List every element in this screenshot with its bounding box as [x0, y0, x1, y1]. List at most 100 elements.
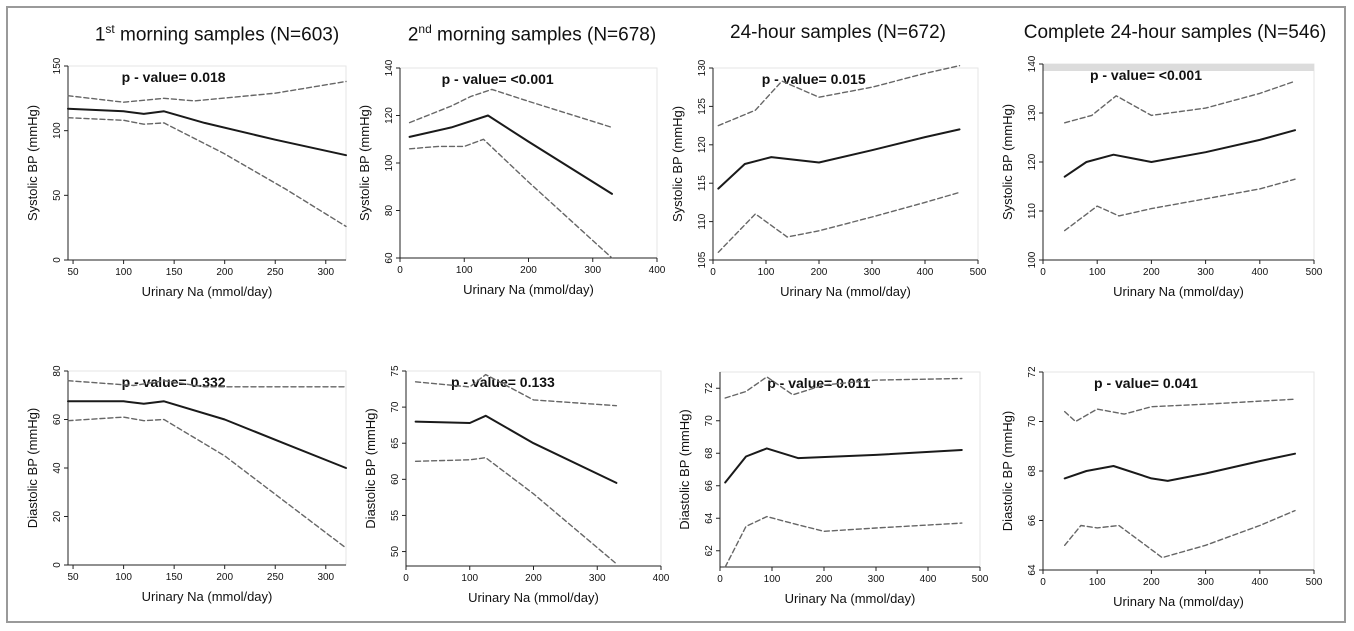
x-tick-label: 500	[972, 574, 989, 585]
estimate-line	[67, 107, 347, 157]
y-tick-label: 120	[697, 136, 708, 153]
upper-ci-line	[1064, 80, 1296, 124]
x-tick-label: 200	[1143, 577, 1160, 588]
x-tick-label: 300	[317, 572, 334, 583]
y-axis-label: Diastolic BP (mmHg)	[363, 408, 378, 528]
y-axis-label: Diastolic BP (mmHg)	[677, 409, 692, 529]
x-tick-label: 500	[1306, 267, 1323, 278]
y-tick-label: 110	[697, 213, 708, 229]
x-tick-label: 250	[267, 267, 284, 278]
panel-title-1st-morning: 1st morning samples (N=603)	[94, 22, 340, 46]
p-value-annotation: p - value= 0.133	[451, 374, 555, 390]
y-tick-label: 110	[1027, 203, 1038, 219]
x-axis-label: Urinary Na (mmol/day)	[1113, 284, 1244, 299]
p-value-annotation: p - value= 0.041	[1094, 375, 1198, 391]
plot-area	[67, 370, 347, 566]
y-tick-label: 0	[52, 562, 63, 568]
x-tick-label: 500	[970, 267, 987, 278]
upper-ci-line	[67, 80, 347, 103]
panel-title-complete-24-hour: Complete 24-hour samples (N=546)	[1023, 22, 1327, 43]
y-tick-label: 140	[1027, 55, 1038, 72]
plot-area	[399, 67, 658, 259]
y-tick-label: 40	[52, 462, 63, 474]
estimate-line	[414, 414, 618, 484]
y-tick-label: 105	[697, 251, 708, 268]
y-axis-label: Diastolic BP (mmHg)	[25, 408, 40, 528]
y-tick-label: 130	[1027, 104, 1038, 121]
x-tick-label: 0	[397, 265, 403, 276]
y-tick-label: 55	[390, 509, 401, 521]
x-tick-label: 0	[1040, 267, 1046, 278]
y-tick-label: 20	[52, 511, 63, 523]
y-tick-label: 150	[52, 57, 63, 74]
y-tick-label: 66	[704, 480, 715, 492]
x-tick-label: 300	[584, 265, 601, 276]
chart-panel-7: 0 100 200 300 400 500 62 64 66 68 70 72 Urinary Na (…	[677, 371, 989, 606]
x-tick-label: 100	[456, 265, 473, 276]
x-tick-label: 200	[816, 574, 833, 585]
upper-ci-line	[414, 373, 618, 407]
plot-area	[712, 67, 979, 261]
estimate-line	[717, 128, 961, 190]
header-shade	[1043, 64, 1314, 71]
upper-ci-line	[717, 65, 961, 127]
lower-ci-line	[1064, 178, 1296, 232]
x-tick-label: 400	[917, 267, 934, 278]
y-tick-label: 80	[52, 365, 63, 377]
x-tick-label: 200	[525, 573, 542, 584]
estimate-line	[67, 400, 347, 469]
x-tick-label: 300	[317, 267, 334, 278]
y-axis-label: Diastolic BP (mmHg)	[1000, 411, 1015, 531]
lower-ci-line	[67, 117, 347, 228]
y-tick-label: 75	[390, 365, 401, 377]
x-tick-label: 0	[717, 574, 723, 585]
chart-panel-5: 50 100 150 200 250 300 0 20 40 60 80 Urinary Na (mm…	[25, 365, 347, 604]
panel-title-24-hour: 24-hour samples (N=672)	[730, 22, 946, 43]
x-tick-label: 0	[710, 267, 716, 278]
x-axis-label: Urinary Na (mmol/day)	[142, 284, 273, 299]
x-tick-label: 200	[811, 267, 828, 278]
y-tick-label: 60	[52, 414, 63, 426]
figure-frame	[6, 6, 1346, 623]
chart-panel-2: 0 100 200 300 400 60 80 100 120 140 Urinary Na (mm…	[357, 59, 666, 297]
y-tick-label: 64	[704, 512, 715, 524]
lower-ci-line	[408, 138, 613, 259]
y-tick-label: 72	[1027, 366, 1038, 378]
x-axis-label: Urinary Na (mmol/day)	[463, 282, 594, 297]
panel-title-2nd-morning: 2nd morning samples (N=678)	[407, 22, 657, 46]
lower-ci-line	[724, 515, 963, 568]
chart-panel-1: 50 100 150 200 250 300 0 50 100 150 Urinary Na (mm…	[25, 57, 347, 299]
x-axis-label: Urinary Na (mmol/day)	[468, 590, 599, 605]
x-tick-label: 0	[1040, 577, 1046, 588]
x-tick-label: 100	[1089, 267, 1106, 278]
estimate-line	[1063, 452, 1296, 482]
x-tick-label: 100	[758, 267, 775, 278]
y-tick-label: 66	[1027, 515, 1038, 527]
x-tick-label: 400	[920, 574, 937, 585]
estimate-line	[408, 114, 613, 195]
y-tick-label: 130	[697, 59, 708, 76]
y-tick-label: 50	[390, 546, 401, 558]
plot-area	[1042, 63, 1315, 261]
y-tick-label: 100	[384, 154, 395, 171]
x-tick-label: 300	[868, 574, 885, 585]
x-tick-label: 300	[1197, 267, 1214, 278]
y-tick-label: 65	[390, 437, 401, 449]
upper-ci-line	[724, 376, 963, 399]
x-tick-label: 200	[1143, 267, 1160, 278]
p-value-annotation: p - value= <0.001	[1090, 67, 1202, 83]
x-tick-label: 200	[216, 572, 233, 583]
x-tick-label: 50	[67, 267, 79, 278]
x-axis-label: Urinary Na (mmol/day)	[785, 591, 916, 606]
upper-ci-line	[1064, 398, 1296, 423]
x-tick-label: 400	[653, 573, 670, 584]
x-tick-label: 150	[166, 572, 183, 583]
x-tick-label: 100	[115, 267, 132, 278]
p-value-annotation: p - value= <0.001	[442, 71, 554, 87]
y-axis-label: Systolic BP (mmHg)	[1000, 104, 1015, 220]
x-tick-label: 100	[1089, 577, 1106, 588]
y-tick-label: 50	[52, 189, 63, 201]
y-tick-label: 62	[704, 545, 715, 557]
lower-ci-line	[717, 191, 961, 253]
